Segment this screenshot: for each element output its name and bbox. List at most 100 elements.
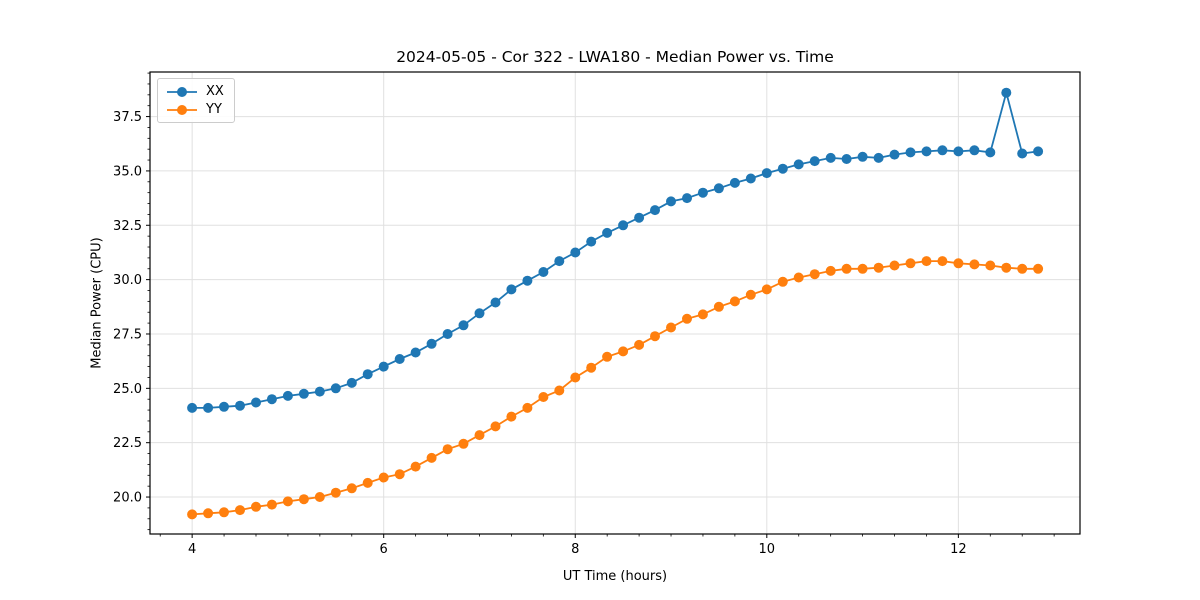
legend-label: XX (206, 84, 224, 99)
chart-title: 2024-05-05 - Cor 322 - LWA180 - Median P… (396, 48, 834, 66)
series-xx-marker (203, 402, 214, 413)
series-xx-marker (266, 394, 277, 405)
series-yy-marker (314, 492, 325, 502)
series-xx-marker (809, 156, 820, 167)
series-xx-marker (426, 338, 437, 349)
series-xx-marker (777, 163, 788, 174)
series-xx-marker (618, 220, 629, 231)
series-yy-marker (298, 494, 309, 505)
series-xx-marker (458, 320, 469, 331)
series-yy-marker (362, 477, 373, 488)
series-xx-marker (602, 227, 613, 238)
series-yy-marker (666, 322, 676, 333)
series-yy-marker (985, 260, 996, 271)
series-yy-marker (857, 263, 868, 274)
y-tick-label: 27.5 (113, 327, 142, 342)
series-xx-marker (937, 145, 948, 156)
series-xx-marker (713, 183, 724, 194)
series-yy-marker (378, 472, 389, 483)
series-yy (187, 256, 1044, 520)
series-xx-marker (378, 361, 389, 372)
series-yy-marker (889, 260, 900, 271)
series-yy-marker (538, 392, 549, 402)
gridlines (150, 72, 1080, 534)
axes-spines (149, 71, 1081, 535)
series-xx-marker (682, 193, 692, 204)
series-xx-marker (666, 196, 676, 207)
series-yy-marker (841, 263, 852, 274)
series-yy-marker (554, 385, 565, 396)
series-yy-marker (650, 331, 660, 342)
series-yy-marker (602, 351, 613, 362)
series-xx-marker (586, 236, 597, 247)
x-tick-label: 4 (188, 542, 196, 557)
series-yy-marker (618, 346, 629, 357)
series-xx-marker (506, 284, 517, 295)
series-yy-marker (1017, 263, 1028, 274)
series-xx-marker (634, 212, 645, 223)
x-tick-label: 8 (571, 542, 579, 557)
series-xx-marker (1033, 146, 1044, 157)
series-xx-marker (298, 388, 309, 399)
series-xx-marker (729, 177, 740, 188)
y-axis-label: Median Power (CPU) (89, 237, 105, 369)
series-xx-marker (490, 297, 501, 308)
series-yy-marker (825, 265, 836, 276)
legend: XX YY (157, 78, 235, 123)
series-yy-marker (346, 483, 357, 494)
series-yy-marker (586, 362, 597, 373)
series-xx-marker (394, 354, 405, 364)
series-yy-marker (330, 487, 341, 498)
legend-label: YY (206, 102, 222, 117)
series-xx-marker (538, 267, 549, 277)
series-yy-marker (809, 269, 820, 280)
series-xx-marker (330, 383, 341, 394)
series-yy-marker (219, 507, 229, 518)
x-tick-label: 12 (950, 542, 967, 557)
series-xx-marker (362, 369, 373, 380)
series-yy-marker (474, 430, 485, 441)
series-yy-marker (490, 421, 501, 432)
series-yy-marker (793, 272, 804, 283)
series-xx-marker (219, 401, 229, 412)
series-xx-marker (985, 147, 996, 158)
series-yy-marker (969, 259, 980, 270)
series-xx-marker (346, 377, 357, 388)
series-xx-marker (841, 154, 852, 164)
series-xx-marker (187, 402, 198, 413)
legend-line-sample (167, 86, 197, 97)
series-yy-marker (442, 444, 453, 455)
series-xx-marker (761, 168, 772, 179)
series-xx-marker (522, 275, 533, 286)
series-xx-marker (793, 159, 804, 170)
series-xx-marker (1017, 148, 1028, 159)
series-yy-marker (266, 499, 277, 510)
series-yy-marker (458, 438, 469, 449)
series-xx-marker (282, 390, 293, 401)
series-xx-marker (697, 187, 708, 198)
series-xx-marker (570, 247, 581, 258)
series-xx-marker (921, 146, 932, 157)
series-xx-marker (969, 145, 980, 156)
series-xx-marker (857, 151, 868, 162)
y-tick-label: 22.5 (113, 436, 142, 451)
legend-item-xx: XX (166, 84, 224, 99)
series-yy-marker (745, 289, 756, 300)
y-tick-label: 30.0 (113, 273, 142, 288)
series-yy-marker (729, 296, 740, 307)
y-tick-label: 35.0 (113, 164, 142, 179)
series-yy-marker (697, 309, 708, 320)
series-yy-marker (1001, 262, 1012, 273)
series-xx-marker (905, 147, 916, 158)
series-xx-marker (873, 152, 884, 163)
series-yy-marker (570, 372, 581, 383)
series-xx-marker (650, 205, 660, 216)
series-yy-marker (251, 501, 261, 512)
series-yy-marker (187, 509, 198, 520)
series-xx-marker (745, 173, 756, 184)
series-yy-marker (713, 301, 724, 312)
series-yy-marker (873, 262, 884, 273)
x-tick-label: 6 (380, 542, 388, 557)
